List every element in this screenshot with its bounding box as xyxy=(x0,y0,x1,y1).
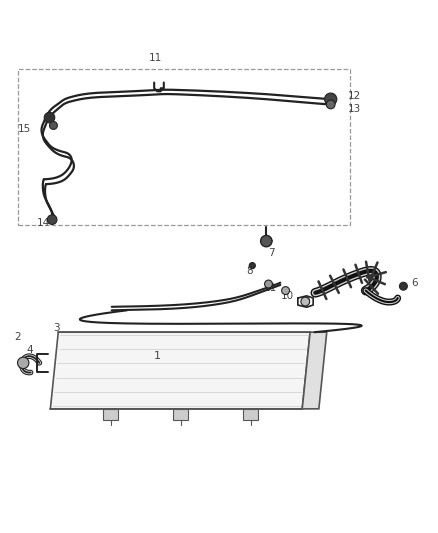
Text: 1: 1 xyxy=(154,351,161,361)
Circle shape xyxy=(44,112,55,123)
Text: 3: 3 xyxy=(53,323,60,333)
Text: 6: 6 xyxy=(412,278,418,288)
Text: 11: 11 xyxy=(149,53,162,63)
Text: 11: 11 xyxy=(264,284,277,293)
Bar xyxy=(18,69,350,225)
Circle shape xyxy=(49,122,57,130)
Circle shape xyxy=(47,215,57,224)
Circle shape xyxy=(325,93,337,106)
Text: 7: 7 xyxy=(268,248,275,259)
Circle shape xyxy=(261,236,272,247)
Circle shape xyxy=(399,282,407,290)
Circle shape xyxy=(265,280,272,288)
Text: 5: 5 xyxy=(368,271,374,281)
Text: 2: 2 xyxy=(14,332,21,342)
Bar xyxy=(173,409,188,420)
Circle shape xyxy=(282,287,290,295)
Text: 4: 4 xyxy=(26,345,33,355)
Polygon shape xyxy=(302,332,327,409)
Text: 12: 12 xyxy=(348,91,361,101)
Text: 9: 9 xyxy=(303,297,310,308)
Text: 10: 10 xyxy=(280,291,293,301)
Circle shape xyxy=(18,357,29,368)
Circle shape xyxy=(301,297,310,306)
Text: 13: 13 xyxy=(348,104,361,114)
Circle shape xyxy=(326,100,335,109)
Bar xyxy=(103,409,118,420)
Circle shape xyxy=(249,263,255,269)
Text: 15: 15 xyxy=(18,124,31,134)
Text: 14: 14 xyxy=(37,217,50,228)
Text: 8: 8 xyxy=(246,266,253,276)
Polygon shape xyxy=(50,332,310,409)
Bar xyxy=(243,409,258,420)
